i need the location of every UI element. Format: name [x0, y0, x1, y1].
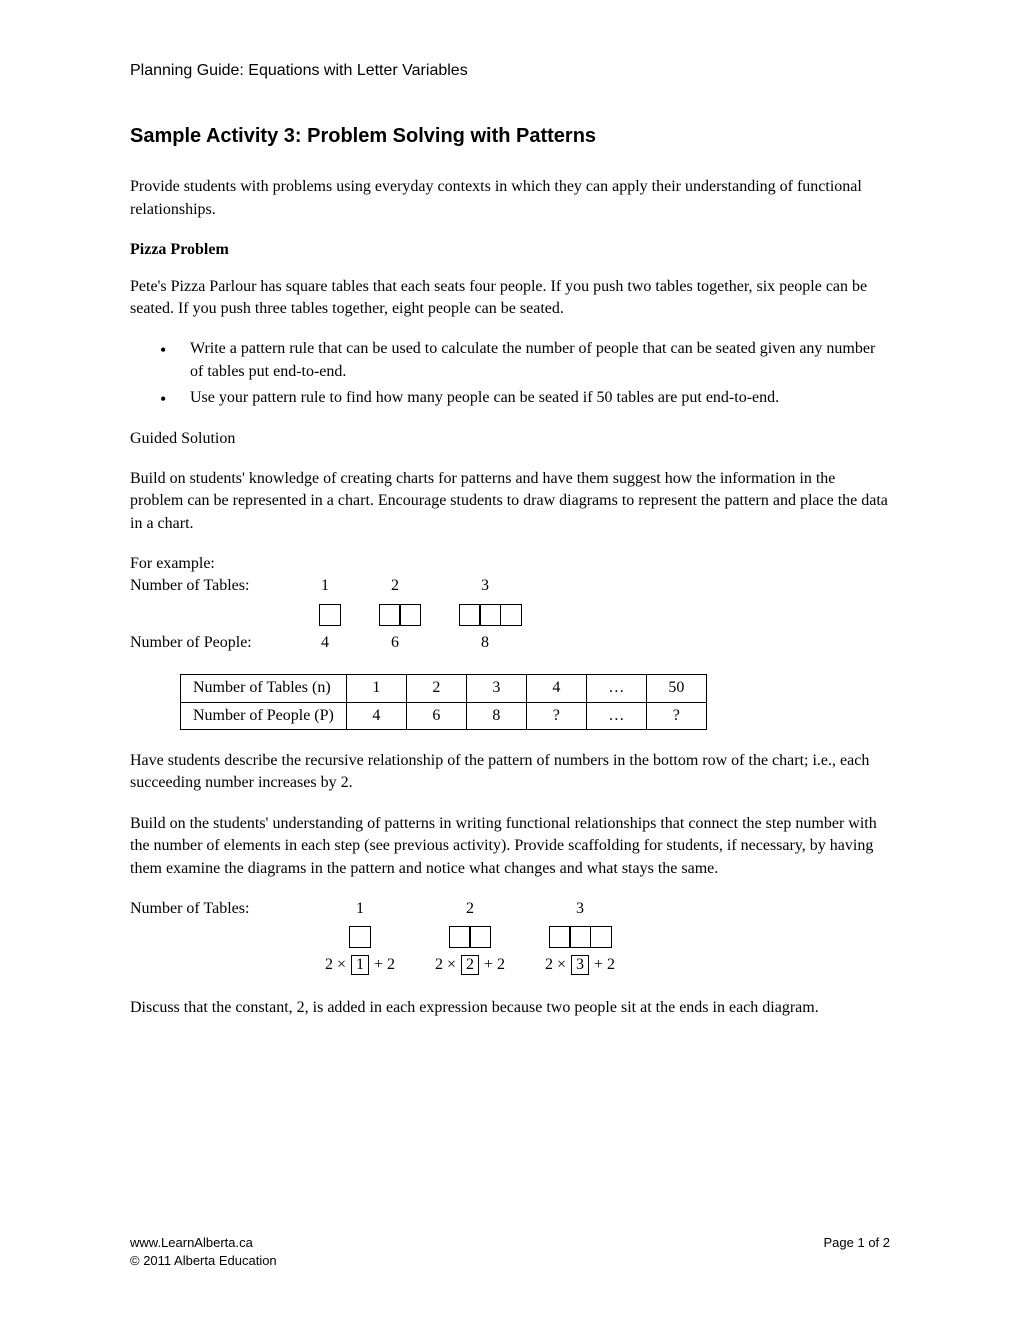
- pattern-tables-label: Number of Tables:: [130, 898, 305, 920]
- square-icon: [379, 604, 401, 626]
- table-cell: 3: [466, 675, 526, 702]
- bullet-list: Write a pattern rule that can be used to…: [160, 338, 890, 409]
- formula-3: 2 × 3 + 2: [525, 954, 635, 976]
- table-cell: 4: [346, 702, 406, 729]
- bullet-item: Write a pattern rule that can be used to…: [160, 338, 890, 383]
- boxed-number: 3: [571, 955, 589, 975]
- square-icon: [399, 604, 421, 626]
- table-cell: ?: [646, 702, 706, 729]
- pattern-table-count: 3: [525, 898, 635, 920]
- boxed-number: 2: [461, 955, 479, 975]
- footer-copyright: © 2011 Alberta Education: [130, 1252, 277, 1270]
- people-count: 6: [355, 632, 435, 654]
- pattern-block: Number of Tables: 1 2 3 2 × 1 + 2 2 × 2 …: [130, 898, 890, 977]
- square-icon: [549, 926, 571, 948]
- square-icon: [319, 604, 341, 626]
- table-row: Number of Tables (n) 1 2 3 4 … 50: [181, 675, 707, 702]
- example-lead: For example:: [130, 553, 890, 575]
- table-cell: 50: [646, 675, 706, 702]
- recursive-paragraph: Have students describe the recursive rel…: [130, 750, 890, 795]
- pattern-square-group-3: [525, 926, 635, 948]
- pattern-squares-row: [305, 926, 890, 948]
- table-cell: 4: [526, 675, 586, 702]
- pattern-table-count: 2: [415, 898, 525, 920]
- people-count: 8: [435, 632, 535, 654]
- table-cell: 6: [406, 702, 466, 729]
- square-icon: [459, 604, 481, 626]
- formula-2: 2 × 2 + 2: [415, 954, 525, 976]
- square-group-1: [300, 604, 360, 626]
- square-group-2: [360, 604, 440, 626]
- square-icon: [469, 926, 491, 948]
- guided-heading: Guided Solution: [130, 428, 890, 450]
- problem-heading: Pizza Problem: [130, 239, 890, 261]
- table-cell: ?: [526, 702, 586, 729]
- example-people-row: Number of People: 4 6 8: [130, 632, 890, 654]
- footer-url: www.LearnAlberta.ca: [130, 1234, 277, 1252]
- square-icon: [590, 926, 612, 948]
- table-cell: 8: [466, 702, 526, 729]
- table-cell: …: [586, 702, 646, 729]
- pattern-square-group-1: [305, 926, 415, 948]
- discuss-paragraph: Discuss that the constant, 2, is added i…: [130, 997, 890, 1019]
- table-cell: 1: [346, 675, 406, 702]
- bullet-item: Use your pattern rule to find how many p…: [160, 387, 890, 409]
- table-count: 1: [295, 575, 355, 597]
- pattern-table-count: 1: [305, 898, 415, 920]
- table-count: 2: [355, 575, 435, 597]
- squares-row: [300, 604, 890, 626]
- table-cell: 2: [406, 675, 466, 702]
- people-count: 4: [295, 632, 355, 654]
- problem-text: Pete's Pizza Parlour has square tables t…: [130, 276, 890, 321]
- example-tables-row: Number of Tables: 1 2 3: [130, 575, 890, 597]
- square-icon: [569, 926, 591, 948]
- pattern-tables-row: Number of Tables: 1 2 3: [130, 898, 890, 920]
- page-footer: www.LearnAlberta.ca © 2011 Alberta Educa…: [130, 1234, 890, 1270]
- row-label: Number of People (P): [181, 702, 347, 729]
- table-cell: …: [586, 675, 646, 702]
- table-row: Number of People (P) 4 6 8 ? … ?: [181, 702, 707, 729]
- intro-paragraph: Provide students with problems using eve…: [130, 176, 890, 221]
- square-icon: [500, 604, 522, 626]
- example-block: For example: Number of Tables: 1 2 3 Num…: [130, 553, 890, 654]
- guided-text: Build on students' knowledge of creating…: [130, 468, 890, 535]
- pattern-formulas-row: 2 × 1 + 2 2 × 2 + 2 2 × 3 + 2: [305, 954, 890, 976]
- page-title: Sample Activity 3: Problem Solving with …: [130, 122, 890, 150]
- square-icon: [449, 926, 471, 948]
- page-header: Planning Guide: Equations with Letter Va…: [130, 60, 890, 82]
- page-number: Page 1 of 2: [824, 1234, 891, 1270]
- table-count: 3: [435, 575, 535, 597]
- people-label: Number of People:: [130, 632, 295, 654]
- formula-1: 2 × 1 + 2: [305, 954, 415, 976]
- square-icon: [349, 926, 371, 948]
- boxed-number: 1: [351, 955, 369, 975]
- square-icon: [479, 604, 501, 626]
- square-group-3: [440, 604, 540, 626]
- guide-title: Planning Guide: Equations with Letter Va…: [130, 62, 468, 79]
- data-table: Number of Tables (n) 1 2 3 4 … 50 Number…: [180, 674, 707, 730]
- row-label: Number of Tables (n): [181, 675, 347, 702]
- pattern-square-group-2: [415, 926, 525, 948]
- tables-label: Number of Tables:: [130, 575, 295, 597]
- functional-paragraph: Build on the students' understanding of …: [130, 813, 890, 880]
